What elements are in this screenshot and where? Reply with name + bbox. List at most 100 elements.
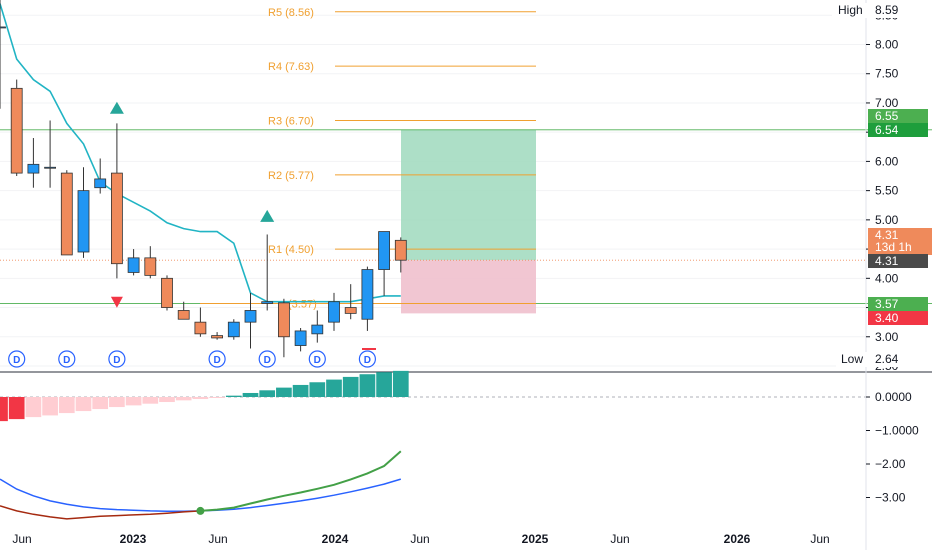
dividend-badge-label: D (13, 355, 20, 366)
candle-body (261, 301, 274, 304)
x-tick-label: Jun (12, 532, 31, 546)
y-tick-label: 6.00 (875, 154, 899, 168)
x-tick-label: Jun (208, 532, 227, 546)
momentum-line (200, 450, 402, 512)
histogram-bar (142, 397, 159, 404)
y-tick-label: −1.0000 (875, 424, 919, 438)
crosshair-price-badge-bg (868, 254, 928, 268)
dividend-badge (358, 350, 376, 368)
y-tick-label: 8.00 (875, 37, 899, 51)
histogram-bar (192, 397, 209, 400)
support-badge: 3.57 (875, 297, 899, 311)
low-value: 2.64 (875, 352, 899, 366)
stop-zone (401, 260, 536, 314)
histogram-bar (326, 379, 342, 397)
price-badge: 4.31 (875, 228, 899, 242)
candle-body (378, 231, 391, 270)
dividend-badge (108, 350, 126, 368)
dividend-badge-label: D (314, 355, 321, 366)
dividend-badge-label: D (264, 355, 271, 366)
target-badge: 6.54 (875, 123, 899, 137)
histogram-bar (0, 397, 8, 422)
candle-body (161, 277, 173, 308)
histogram-bar (292, 384, 309, 397)
histogram-bar (209, 397, 225, 398)
histogram-bar (376, 372, 392, 397)
x-tick-label: Jun (410, 532, 429, 546)
momentum-line (0, 478, 402, 512)
candle-body (227, 321, 240, 338)
y-tick-label: 7.50 (875, 67, 899, 81)
dividend-badge-label: D (63, 355, 70, 366)
candle-body (27, 163, 40, 174)
high-label: High (838, 3, 863, 17)
dividend-badge-label: D (113, 355, 120, 366)
candle-body (244, 310, 257, 323)
dividend-badge-label: D (364, 355, 371, 366)
pivot-label: R2 (5.77) (268, 170, 314, 182)
y-tick-label: 5.00 (875, 213, 899, 227)
candle-body (10, 87, 23, 174)
pivot-label: R3 (6.70) (268, 115, 314, 127)
sell-signal-marker (110, 296, 123, 308)
histogram-bar (359, 374, 376, 397)
dividend-badge (58, 350, 76, 368)
histogram-bar (125, 397, 142, 406)
histogram-bar (242, 392, 259, 397)
histogram-bar (392, 370, 409, 397)
histogram-bar (8, 397, 25, 420)
x-tick-label: Jun (610, 532, 629, 546)
histogram-bar (75, 397, 92, 412)
pivot-label: R5 (8.56) (268, 7, 314, 19)
candle-body (77, 190, 90, 253)
y-tick-label: −3.00 (875, 491, 906, 505)
low-badge-bg (836, 352, 931, 367)
y-tick-label: 0.0000 (875, 390, 912, 404)
crosshair-price-badge: 4.31 (875, 254, 899, 268)
candle-body (60, 172, 73, 256)
histogram-bar (159, 397, 175, 403)
candle-body (344, 307, 357, 314)
candle-body (44, 166, 56, 169)
x-tick-label: 2023 (120, 532, 147, 546)
candle-body (111, 172, 123, 265)
r-upper-badge-bg (868, 109, 928, 123)
candle-body (0, 26, 6, 29)
dividend-badge (208, 350, 226, 368)
support-badge-bg (868, 297, 928, 311)
dividend-badge (8, 350, 26, 368)
pivot-label: R4 (7.63) (268, 61, 314, 73)
histogram-bar (109, 397, 125, 408)
dividend-badge (308, 350, 326, 368)
dividend-badge (258, 350, 276, 368)
pivot-label: R1 (4.50) (268, 244, 314, 256)
histogram-bar (342, 376, 359, 397)
y-tick-label: 3.00 (875, 330, 899, 344)
candle-body (127, 257, 140, 273)
buy-signal-marker (260, 209, 275, 222)
histogram-bar (42, 397, 58, 416)
r-upper-badge: 6.55 (875, 109, 899, 123)
target-zone (401, 129, 536, 261)
stop-badge-bg (868, 311, 928, 325)
pivot-label: (3.57) (288, 298, 317, 310)
candle-body (94, 178, 107, 189)
dividend-badge-label: D (213, 355, 220, 366)
histogram-bar (259, 390, 276, 397)
candle-body (211, 335, 224, 339)
high-badge-bg (832, 3, 931, 18)
candle-body (144, 257, 157, 276)
y-tick-label: 4.00 (875, 271, 899, 285)
crossover-dot (196, 506, 205, 515)
candle-body (328, 301, 340, 323)
y-tick-label: −2.00 (875, 457, 906, 471)
histogram-bar (225, 395, 242, 397)
price-badge-bg (868, 228, 932, 255)
x-tick-label: 2024 (322, 532, 349, 546)
trailing-stop-line (0, 3, 401, 303)
stop-badge: 3.40 (875, 311, 899, 325)
candle-body (294, 330, 307, 346)
x-tick-label: 2026 (724, 532, 751, 546)
countdown-badge: 13d 1h (875, 240, 912, 254)
